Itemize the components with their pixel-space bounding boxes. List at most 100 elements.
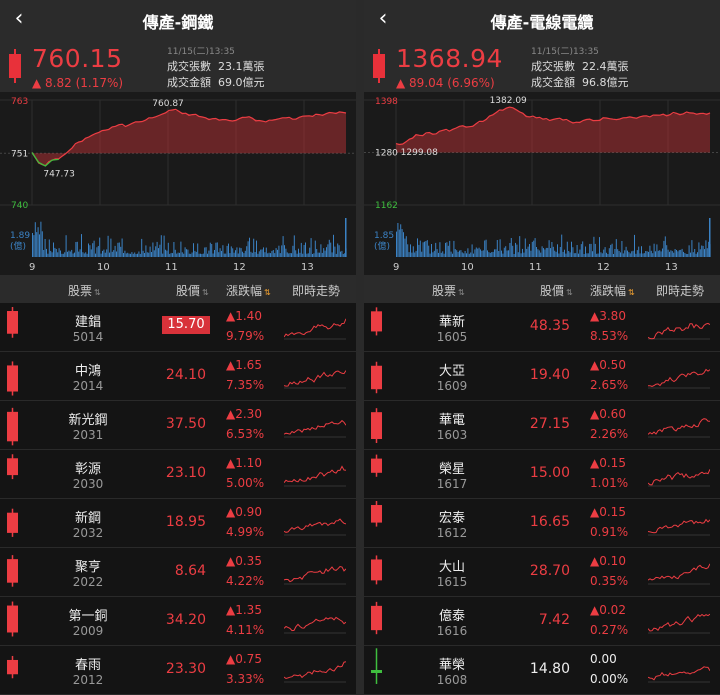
- stock-row[interactable]: 建錩 5014 15.70 ▲1.40 9.79%: [0, 303, 356, 352]
- price-area: [32, 110, 346, 166]
- volume-bar: [152, 242, 154, 257]
- volume-bar: [639, 253, 641, 257]
- x-tick-label: 11: [165, 262, 178, 273]
- stock-price: 34.20: [165, 612, 206, 628]
- volume-bar: [88, 243, 89, 257]
- volume-bar: [275, 248, 277, 257]
- volume-bar: [669, 251, 670, 257]
- volume-bar: [691, 240, 693, 257]
- intraday-chart[interactable]: 1398 1280 1162 1382.09 1299.08 1.85 (億) 9 10 11 12…: [364, 92, 720, 275]
- volume-bar: [186, 249, 187, 257]
- volume-bar: [260, 249, 262, 257]
- stock-row[interactable]: 華新 1605 48.35 ▲3.80 8.53%: [364, 303, 720, 352]
- sort-price-header[interactable]: 股價 ⇅: [540, 282, 573, 299]
- volume-bar: [540, 252, 542, 257]
- volume-bar: [621, 241, 623, 257]
- volume-bar: [271, 250, 273, 257]
- index-quote: 760.15 ▲ 8.82 (1.17%) 11/15(二)13:35 成交張數 23.…: [0, 40, 356, 92]
- volume-bar: [667, 249, 669, 257]
- volume-bar: [615, 239, 617, 257]
- trend-sparkline: [648, 322, 710, 340]
- intraday-chart[interactable]: 763 751 740 760.87 747.73 1.89 (億) 9 10 11 12 13: [0, 92, 356, 275]
- candle-body: [371, 505, 382, 523]
- sort-stock-header[interactable]: 股票 ⇅: [68, 282, 101, 299]
- stock-row[interactable]: 新鋼 2032 18.95 ▲0.90 4.99%: [0, 499, 356, 548]
- volume-bar: [309, 247, 311, 257]
- stock-row[interactable]: 彰源 2030 23.10 ▲1.10 5.00%: [0, 450, 356, 499]
- volume-bar: [575, 253, 577, 257]
- volume-bar: [205, 247, 207, 257]
- volume-bar: [459, 250, 460, 257]
- volume-bar: [482, 250, 484, 257]
- volume-bar: [629, 253, 631, 257]
- stock-row[interactable]: 大亞 1609 19.40 ▲0.50 2.65%: [364, 352, 720, 401]
- volume-bar: [153, 250, 155, 257]
- volume-bar: [72, 253, 74, 257]
- stock-price: 23.30: [165, 661, 206, 677]
- trend-sparkline: [284, 419, 346, 438]
- volume-bar: [557, 244, 558, 257]
- volume-bar: [345, 218, 347, 257]
- stock-row[interactable]: 新光鋼 2031 37.50 ▲2.30 6.53%: [0, 401, 356, 450]
- sort-price-header[interactable]: 股價 ⇅: [176, 282, 209, 299]
- stock-price: 7.42: [538, 612, 570, 628]
- index-change: ▲ 89.04 (6.96%): [396, 76, 495, 90]
- trend-sparkline: [284, 370, 346, 389]
- stock-row[interactable]: 宏泰 1612 16.65 ▲0.15 0.91%: [364, 499, 720, 548]
- candlestick-icon: [371, 454, 382, 477]
- volume-bar: [407, 244, 409, 257]
- volume-bar: [603, 249, 605, 257]
- stock-price: 15.70: [162, 316, 210, 334]
- stock-percent: 6.53%: [226, 427, 265, 441]
- volume-bar: [580, 244, 582, 257]
- stock-row[interactable]: 華電 1603 27.15 ▲0.60 2.26%: [364, 401, 720, 450]
- sort-change-header[interactable]: 漲跌幅 ⇅: [226, 282, 271, 299]
- back-chevron-left-icon[interactable]: ‹: [14, 6, 24, 31]
- volume-bar: [697, 252, 698, 257]
- sort-caret-icon: ⇅: [458, 288, 465, 297]
- volume-bar: [204, 247, 206, 257]
- volume-bar: [113, 250, 115, 257]
- stock-row[interactable]: 大山 1615 28.70 ▲0.10 0.35%: [364, 548, 720, 597]
- stock-percent: 9.79%: [226, 329, 265, 343]
- volume-bar: [278, 245, 280, 257]
- stock-row[interactable]: 春雨 2012 23.30 ▲0.75 3.33%: [0, 646, 356, 695]
- candlestick-icon: [7, 361, 18, 396]
- back-chevron-left-icon[interactable]: ‹: [378, 6, 388, 31]
- volume-bar: [418, 244, 420, 257]
- volume-bar: [454, 249, 456, 257]
- volume-bar: [688, 245, 690, 257]
- volume-bar: [331, 252, 333, 257]
- sort-change-header[interactable]: 漲跌幅 ⇅: [590, 282, 635, 299]
- stock-row[interactable]: 中鴻 2014 24.10 ▲1.65 7.35%: [0, 352, 356, 401]
- volume-bar: [146, 252, 148, 257]
- stock-price: 19.40: [529, 367, 570, 383]
- volume-bar: [648, 251, 649, 257]
- volume-bar: [282, 236, 284, 257]
- volume-bar: [519, 236, 521, 257]
- stock-percent: 1.01%: [590, 476, 629, 490]
- stock-row[interactable]: 第一銅 2009 34.20 ▲1.35 4.11%: [0, 597, 356, 646]
- volume-bar: [300, 242, 302, 257]
- stock-row[interactable]: 華榮 1608 14.80 0.00 0.00%: [364, 646, 720, 695]
- timestamp: 11/15(二)13:35: [167, 47, 235, 57]
- volume-bar: [671, 251, 673, 257]
- volume-bar: [89, 245, 91, 257]
- volume-bar: [99, 237, 101, 257]
- stock-code: 2009: [72, 624, 104, 638]
- stock-code: 2030: [72, 477, 104, 491]
- volume-bar: [85, 252, 87, 257]
- stock-row[interactable]: 榮星 1617 15.00 ▲0.15 1.01%: [364, 450, 720, 499]
- volume-bar: [701, 245, 703, 257]
- stock-row[interactable]: 億泰 1616 7.42 ▲0.02 0.27%: [364, 597, 720, 646]
- stock-row[interactable]: 聚亨 2022 8.64 ▲0.35 4.22%: [0, 548, 356, 597]
- volume-bar: [62, 253, 64, 257]
- stock-code: 1615: [436, 575, 468, 589]
- sort-stock-header[interactable]: 股票 ⇅: [432, 282, 465, 299]
- sparkline-path: [648, 368, 710, 387]
- stock-percent: 4.99%: [226, 525, 265, 539]
- volume-bar: [258, 251, 260, 257]
- volume-bar: [193, 243, 194, 257]
- volume-bar: [502, 253, 504, 257]
- volume-bar: [569, 252, 571, 257]
